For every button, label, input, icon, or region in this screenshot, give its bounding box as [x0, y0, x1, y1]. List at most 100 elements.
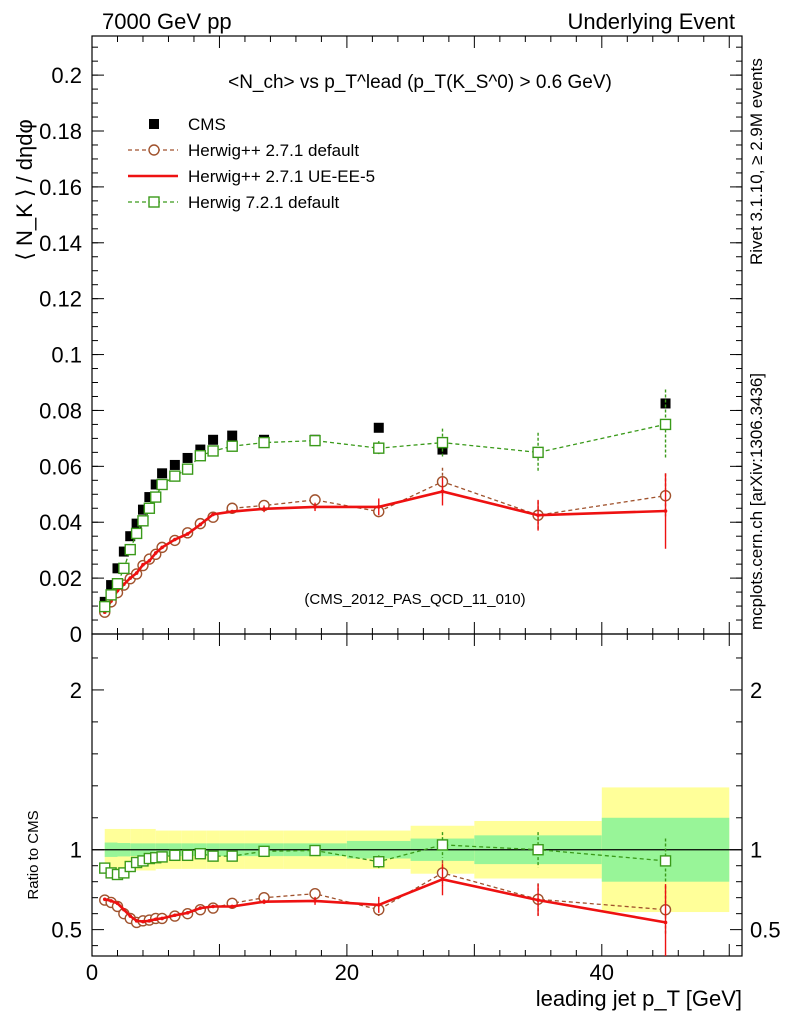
analysis-reference: (CMS_2012_PAS_QCD_11_010)	[304, 591, 525, 608]
ratio-panel: 0.5 0.51 12 20 20 40	[51, 633, 781, 985]
data-point	[211, 904, 215, 909]
data-point	[436, 436, 449, 449]
data-point	[194, 450, 207, 462]
data-point	[207, 445, 219, 457]
data-point	[436, 839, 449, 851]
data-point	[532, 446, 544, 459]
data-point	[373, 442, 385, 454]
series-line-herwig-7-2-1-default	[104, 423, 666, 607]
legend-marker	[148, 144, 160, 156]
data-point	[124, 543, 136, 556]
ratio-y-tick-label: 0.5	[51, 918, 82, 943]
legend-entry-herwig-7-2-1-default: Herwig 7.2.1 default	[128, 193, 339, 212]
main-y-tick-label: 0.06	[39, 454, 82, 479]
legend: CMS Herwig++ 2.7.1 default Herwig++ 2.7.1 …	[128, 115, 375, 212]
data-point	[105, 589, 117, 601]
data-point	[185, 532, 190, 536]
data-point	[125, 531, 136, 542]
data-point	[230, 904, 234, 909]
data-point	[150, 491, 162, 503]
legend-entry-cms: CMS	[149, 115, 226, 134]
data-point	[102, 897, 107, 902]
data-point	[137, 504, 148, 515]
data-point	[118, 546, 129, 557]
data-point	[118, 867, 130, 879]
data-point	[227, 430, 238, 441]
data-point	[194, 848, 207, 860]
data-point	[659, 855, 672, 867]
data-point	[156, 478, 168, 491]
data-point	[131, 518, 142, 529]
main-y-tick-label: 0.04	[39, 510, 82, 535]
ratio-y-tick-label-right: 1	[750, 838, 762, 863]
main-y-tick-label: 0.14	[39, 231, 82, 256]
rivet-version-label: Rivet 3.1.10, ≥ 2.9M events	[747, 58, 766, 265]
ratio-y-tick-label-right: 2	[750, 678, 762, 703]
main-y-tick-label: 0.1	[51, 343, 82, 368]
data-point	[376, 505, 381, 509]
data-point	[181, 463, 194, 475]
data-point	[440, 489, 445, 494]
legend-label: CMS	[188, 115, 226, 134]
legend-label: Herwig 7.2.1 default	[188, 193, 339, 212]
data-point	[156, 851, 168, 863]
ratio-y-tick-label-right: 0.5	[750, 918, 781, 943]
main-y-tick-label: 0.02	[39, 566, 82, 591]
main-panel: 0 0.02 0.04 0.06 0.08 0.1 0.12 0.14 0.16 0.18 0.2	[39, 35, 743, 647]
data-point	[230, 509, 234, 514]
data-point	[373, 422, 384, 433]
data-point	[169, 459, 180, 470]
main-y-tick-label: 0.16	[39, 175, 82, 200]
data-point	[150, 479, 161, 490]
data-point	[173, 913, 177, 918]
data-point	[99, 600, 111, 613]
data-point	[128, 576, 133, 580]
data-point	[143, 502, 156, 514]
data-point	[659, 418, 672, 431]
main-y-tick-label: 0	[70, 622, 82, 647]
mcplots-label: mcplots.cern.ch [arXiv:1306.3436]	[747, 373, 766, 630]
data-point	[134, 571, 139, 575]
data-point	[182, 452, 193, 463]
data-point	[112, 563, 123, 574]
data-point	[144, 492, 155, 503]
ratio-y-tick-label: 1	[70, 838, 82, 863]
data-point	[198, 522, 203, 527]
data-point	[309, 844, 321, 857]
main-ylabel: ⟨ N_K ⟩ / dηdφ	[12, 119, 37, 261]
legend-entry-herwig-2-7-1-ue-ee-5: Herwig++ 2.7.1 UE-EE-5	[128, 167, 375, 186]
data-point	[313, 505, 317, 509]
data-point	[208, 434, 219, 445]
ratio-ylabel: Ratio to CMS	[25, 810, 42, 899]
data-point	[160, 916, 164, 921]
legend-label: Herwig++ 2.7.1 UE-EE-5	[188, 167, 375, 186]
data-point	[147, 919, 152, 923]
series-herwig-7-2-1-default	[99, 389, 672, 613]
data-point	[262, 899, 266, 904]
data-point	[128, 914, 133, 918]
header-right: Underlying Event	[567, 9, 735, 34]
data-point	[134, 919, 139, 923]
data-point	[169, 849, 181, 862]
main-y-tick-label: 0.12	[39, 287, 82, 312]
data-point	[660, 398, 671, 409]
data-point	[160, 545, 164, 550]
data-point	[258, 436, 270, 449]
data-point	[169, 470, 181, 482]
main-y-tick-label: 0.08	[39, 398, 82, 423]
legend-marker	[149, 119, 159, 129]
series-herwig-2-7-1-ue-ee-5	[102, 473, 668, 615]
data-point	[141, 919, 145, 924]
data-point	[111, 578, 124, 590]
data-point	[226, 850, 238, 862]
data-point	[181, 849, 194, 862]
data-point	[532, 844, 544, 856]
data-point	[198, 906, 203, 910]
data-point	[185, 911, 190, 915]
data-point	[258, 845, 270, 858]
ratio-frame	[91, 633, 743, 957]
data-point	[106, 580, 117, 591]
data-point	[262, 507, 266, 511]
x-axis-label: leading jet p_T [GeV]	[536, 986, 742, 1011]
data-point	[663, 509, 668, 513]
